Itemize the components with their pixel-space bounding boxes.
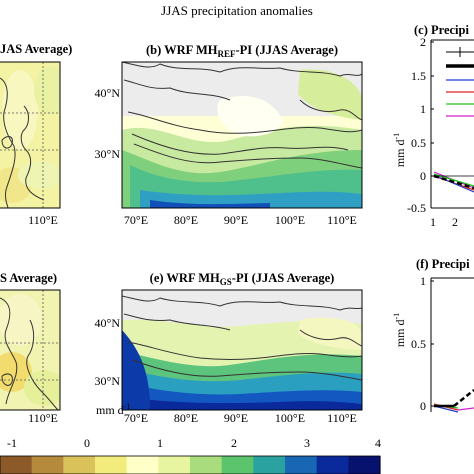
panel-d: S Average) 110°E (0, 271, 61, 425)
colorbar-swatch (190, 456, 223, 474)
panel-b-lon-tick-70e: 70°E (124, 213, 148, 227)
panel-d-lon-tick: 110°E (28, 411, 58, 425)
panel-c-ytick-m0-5: -0.5 (407, 201, 426, 215)
colorbar-tick-m1: -1 (7, 436, 17, 450)
panel-e-lon-tick-90e: 90°E (224, 411, 248, 425)
panel-c-ytick-2: 2 (420, 35, 426, 49)
panel-c-legend (446, 47, 474, 117)
colorbar-swatch (348, 456, 381, 474)
panel-f-title: (f) Precipi (416, 257, 470, 271)
panel-e-lat-tick-40n: 40°N (95, 316, 121, 330)
colorbar-tick-4: 4 (375, 436, 381, 450)
colorbar-swatch (31, 456, 64, 474)
panel-f-ytick-1: 1 (420, 274, 426, 288)
panel-e-lon-tick-70e: 70°E (124, 411, 148, 425)
panel-c-xtick-1: 1 (430, 215, 436, 229)
colorbar-tick-0: 0 (84, 436, 90, 450)
panel-b-lat-tick-40n: 40°N (95, 86, 121, 100)
panel-c-ylabel: mm d-1 (392, 133, 407, 167)
panel-f-ytick-0: 0 (420, 399, 426, 413)
panel-e-lon-tick-80e: 80°E (174, 411, 198, 425)
panel-c-ytick-1-5: 1.5 (411, 69, 426, 83)
panel-c-xtick-2: 2 (452, 215, 458, 229)
panel-c-ytick-0-5: 0.5 (411, 136, 426, 150)
colorbar-swatch (221, 456, 254, 474)
panel-b: (b) WRF MHREF-PI (JJAS Average) 40°N 30°… (95, 43, 363, 227)
panel-e: (e) WRF MHGS-PI (JJAS Average) 40°N 30°N… (95, 271, 363, 425)
panel-c: (c) Precipi mm d-1 2 1.5 1 0.5 0 -0.5 1 … (392, 23, 474, 229)
colorbar-swatch (0, 456, 33, 474)
figure-suptitle: JJAS precipitation anomalies (161, 3, 313, 18)
colorbar-swatch (253, 456, 286, 474)
panel-a: JAS Average) 110°E (0, 42, 72, 227)
panel-c-ytick-1: 1 (420, 102, 426, 116)
colorbar-swatch (316, 456, 349, 474)
panel-c-title: (c) Precipi (414, 23, 469, 37)
panel-a-title: JAS Average) (0, 42, 72, 56)
colorbar-swatch (95, 456, 128, 474)
colorbar-tick-2: 2 (231, 436, 237, 450)
panel-a-lon-tick: 110°E (28, 213, 58, 227)
panel-c-yticks (431, 41, 434, 209)
panel-b-lon-tick-80e: 80°E (174, 213, 198, 227)
panel-d-map (0, 290, 60, 410)
panel-b-lon-tick-90e: 90°E (224, 213, 248, 227)
colorbar-swatch (63, 456, 96, 474)
colorbar-swatch (285, 456, 318, 474)
panel-c-lines (433, 171, 474, 193)
colorbar-swatch (158, 456, 191, 474)
colorbar-swatch (126, 456, 159, 474)
panel-c-ytick-0: 0 (420, 169, 426, 183)
panel-e-lat-tick-30n: 30°N (95, 374, 121, 388)
panel-f-ytick-0-5: 0.5 (411, 337, 426, 351)
panel-d-title: S Average) (0, 271, 57, 285)
panel-b-title: (b) WRF MHREF-PI (JJAS Average) (146, 43, 338, 59)
panel-f: (f) Precipi mm d-1 1 0.5 0 (392, 257, 474, 413)
panel-e-lon-tick-110e: 110°E (327, 411, 357, 425)
panel-f-lines (433, 389, 474, 413)
panel-b-lat-tick-30n: 30°N (95, 147, 121, 161)
colorbar-tick-1: 1 (157, 436, 163, 450)
panel-b-lon-tick-110e: 110°E (327, 213, 357, 227)
panel-a-map (0, 62, 60, 208)
panel-b-map (122, 62, 362, 208)
panel-e-title: (e) WRF MHGS-PI (JJAS Average) (150, 271, 335, 287)
colorbar-tick-3: 3 (304, 436, 310, 450)
panel-f-ylabel: mm d-1 (392, 313, 407, 347)
panel-e-lon-tick-100e: 100°E (275, 411, 305, 425)
panel-e-map (122, 290, 362, 410)
colorbar: mm d-1 -1 0 1 2 3 4 (0, 402, 381, 474)
colorbar-unit: mm d-1 (96, 402, 130, 417)
colorbar-strip (0, 456, 381, 474)
panel-b-lon-tick-100e: 100°E (275, 213, 305, 227)
